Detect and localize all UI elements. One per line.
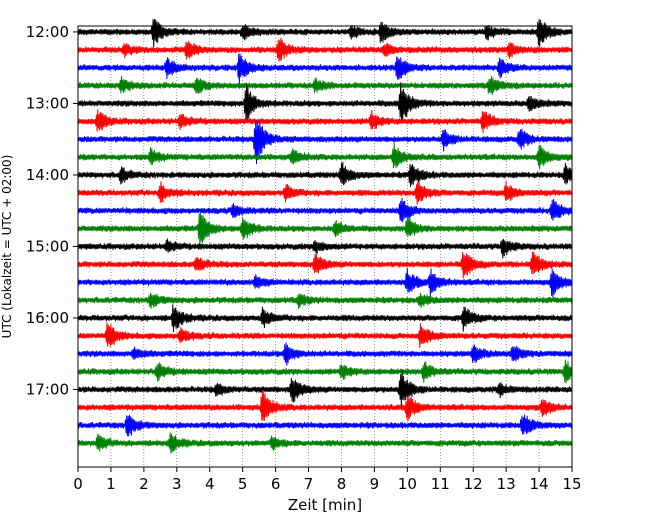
seismic-trace <box>77 120 573 165</box>
seismic-trace <box>77 432 573 454</box>
x-tick-label: 8 <box>337 475 347 493</box>
x-tick-label: 2 <box>139 475 149 493</box>
seismic-trace <box>77 414 573 437</box>
seismic-trace <box>77 211 573 248</box>
seismic-trace <box>77 197 573 223</box>
seismic-trace <box>77 53 573 85</box>
seismic-trace <box>77 322 573 348</box>
x-tick-label: 1 <box>106 475 116 493</box>
seismic-trace <box>77 37 573 62</box>
seismic-trace <box>77 161 573 187</box>
x-tick-label: 4 <box>205 475 215 493</box>
seismic-trace <box>77 18 573 48</box>
y-tick-label: 12:00 <box>26 23 69 41</box>
seismic-trace <box>77 359 573 384</box>
x-tick-label: 10 <box>398 475 417 493</box>
x-tick-label: 9 <box>370 475 380 493</box>
y-tick-label: 15:00 <box>26 238 69 256</box>
seismic-trace <box>77 267 573 298</box>
seismic-trace <box>77 390 573 422</box>
x-tick-label: 12 <box>464 475 483 493</box>
x-tick-label: 0 <box>73 475 83 493</box>
seismic-trace <box>77 142 573 170</box>
y-tick-label: 13:00 <box>26 94 69 112</box>
x-tick-label: 6 <box>271 475 281 493</box>
seismic-trace <box>77 370 573 408</box>
seismic-trace <box>77 304 573 333</box>
x-tick-label: 15 <box>562 475 581 493</box>
y-tick-label: 16:00 <box>26 309 69 327</box>
y-axis: 12:00 13:00 14:00 15:00 16:00 17:00 <box>26 23 78 399</box>
y-tick-label: 14:00 <box>26 166 69 184</box>
seismic-trace <box>77 238 573 259</box>
x-tick-label: 14 <box>530 475 549 493</box>
x-tick-label: 5 <box>238 475 248 493</box>
x-axis-label: Zeit [min] <box>288 496 362 514</box>
x-tick-label: 13 <box>497 475 516 493</box>
seismic-trace <box>77 342 573 366</box>
seismic-trace <box>77 180 573 205</box>
x-tick-label: 7 <box>304 475 314 493</box>
seismic-traces <box>77 18 573 454</box>
x-tick-label: 3 <box>172 475 182 493</box>
y-axis-label: UTC (Lokalzeit = UTC + 02:00) <box>0 155 14 339</box>
x-axis: 0 1 2 3 4 5 6 7 8 9 10 11 12 13 14 15 <box>73 467 582 493</box>
x-tick-label: 11 <box>431 475 450 493</box>
seismic-trace <box>77 82 573 124</box>
seismic-trace <box>77 251 573 279</box>
seismic-trace <box>77 109 573 134</box>
y-tick-label: 17:00 <box>26 381 69 399</box>
seismic-trace <box>77 75 573 96</box>
seismic-trace <box>77 292 573 310</box>
